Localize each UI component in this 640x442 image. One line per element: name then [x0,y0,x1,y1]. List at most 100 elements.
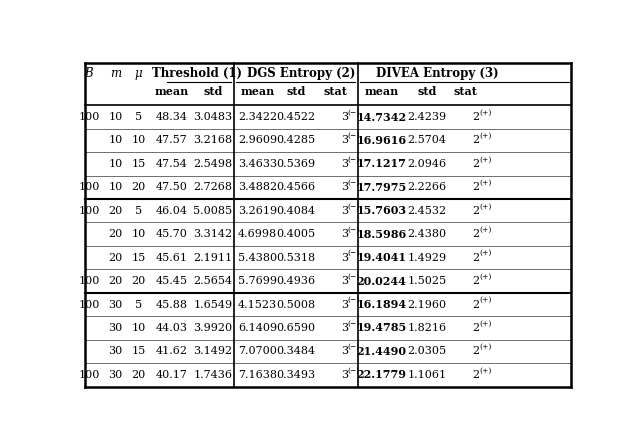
Text: (−): (−) [348,132,360,140]
Text: 48.34: 48.34 [156,112,188,122]
Text: 45.70: 45.70 [156,229,188,239]
Text: (+): (+) [480,179,492,187]
Text: 19.4041: 19.4041 [356,252,406,263]
Text: mean: mean [241,86,275,97]
Text: 2.1911: 2.1911 [193,253,232,263]
Text: 30: 30 [109,347,123,356]
Text: 4.1523: 4.1523 [238,300,277,309]
Text: 6.1409: 6.1409 [238,323,277,333]
Text: 2.1960: 2.1960 [408,300,447,309]
Text: 30: 30 [109,370,123,380]
Text: 22.1779: 22.1779 [356,370,406,381]
Text: 20: 20 [131,276,146,286]
Text: 15.7603: 15.7603 [356,205,406,216]
Text: 2: 2 [473,135,480,145]
Text: 45.61: 45.61 [156,253,188,263]
Text: 3.4882: 3.4882 [238,183,277,192]
Text: 21.4490: 21.4490 [356,346,406,357]
Text: 46.04: 46.04 [156,206,188,216]
Text: (−): (−) [348,320,360,328]
Text: 20: 20 [131,183,146,192]
Text: 10: 10 [109,159,123,169]
Text: 0.4005: 0.4005 [276,229,316,239]
Text: (+): (+) [480,343,492,351]
Text: std: std [286,86,305,97]
Text: (−): (−) [348,179,360,187]
Text: mean: mean [364,86,399,97]
Text: 16.1894: 16.1894 [356,299,406,310]
Text: 5: 5 [135,112,142,122]
Text: 0.4084: 0.4084 [276,206,316,216]
Text: 15: 15 [131,253,146,263]
Text: 3.3142: 3.3142 [193,229,232,239]
Text: 20.0244: 20.0244 [356,276,406,286]
Text: 3.4633: 3.4633 [238,159,277,169]
Text: 2.7268: 2.7268 [193,183,232,192]
Text: B: B [84,67,93,80]
Text: 2: 2 [473,159,480,169]
Text: (−): (−) [348,366,360,374]
Text: 2: 2 [473,323,480,333]
Text: (−): (−) [348,343,360,351]
Text: 0.5318: 0.5318 [276,253,316,263]
Text: 1.6549: 1.6549 [193,300,232,309]
Text: std: std [204,86,223,97]
Text: 19.4785: 19.4785 [356,323,406,333]
Text: 3: 3 [340,253,348,263]
Text: 1.1061: 1.1061 [408,370,447,380]
Text: 2.0305: 2.0305 [408,347,447,356]
Text: 45.88: 45.88 [156,300,188,309]
Text: 10: 10 [109,183,123,192]
Text: 2.3422: 2.3422 [238,112,277,122]
Text: (+): (+) [480,226,492,234]
Text: 5.7699: 5.7699 [238,276,277,286]
Text: (+): (+) [480,249,492,257]
Text: 30: 30 [109,300,123,309]
Text: 3: 3 [340,323,348,333]
Text: 0.4566: 0.4566 [276,183,316,192]
Text: 3.0483: 3.0483 [193,112,232,122]
Text: 5: 5 [135,206,142,216]
Text: 2.4380: 2.4380 [408,229,447,239]
Text: Threshold (1): Threshold (1) [152,67,241,80]
Text: 0.5369: 0.5369 [276,159,316,169]
Text: 14.7342: 14.7342 [356,111,406,122]
Text: 3: 3 [340,276,348,286]
Text: 45.45: 45.45 [156,276,188,286]
Text: (+): (+) [480,320,492,328]
Text: 3: 3 [340,229,348,239]
Text: 2.2266: 2.2266 [408,183,447,192]
Text: 2: 2 [473,229,480,239]
Text: 100: 100 [78,370,100,380]
Text: 5.4380: 5.4380 [238,253,277,263]
Text: 3: 3 [340,183,348,192]
Text: 47.50: 47.50 [156,183,188,192]
Text: 2: 2 [473,300,480,309]
Text: (+): (+) [480,132,492,140]
Text: 100: 100 [78,300,100,309]
Text: 5.0085: 5.0085 [193,206,232,216]
Text: 2.4532: 2.4532 [408,206,447,216]
Text: 0.3493: 0.3493 [276,370,316,380]
Text: 3: 3 [340,347,348,356]
Text: 7.0700: 7.0700 [238,347,277,356]
Text: (+): (+) [480,366,492,374]
Text: 18.5986: 18.5986 [356,229,406,240]
Text: 2: 2 [473,183,480,192]
Text: 20: 20 [109,276,123,286]
Text: 17.7975: 17.7975 [356,182,406,193]
Text: 3.1492: 3.1492 [193,347,232,356]
Text: 30: 30 [109,323,123,333]
Text: (+): (+) [480,273,492,281]
Text: 47.57: 47.57 [156,135,188,145]
Text: 3: 3 [340,206,348,216]
Text: 47.54: 47.54 [156,159,188,169]
Text: 40.17: 40.17 [156,370,188,380]
Text: 3.2168: 3.2168 [193,135,232,145]
Text: 7.1638: 7.1638 [238,370,277,380]
Text: 1.8216: 1.8216 [408,323,447,333]
Text: (+): (+) [480,156,492,164]
Text: 0.4285: 0.4285 [276,135,316,145]
Text: 10: 10 [131,229,146,239]
Text: 0.4522: 0.4522 [276,112,316,122]
